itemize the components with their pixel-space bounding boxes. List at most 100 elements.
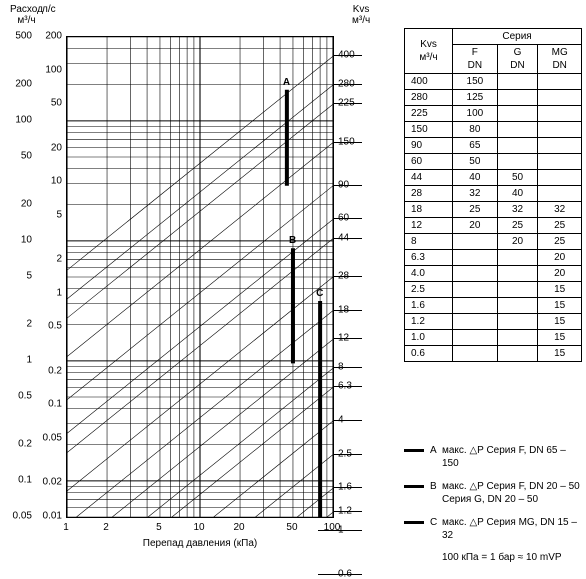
table-row: 6050 [405,154,582,170]
y1-tick: 0.5 [18,391,32,402]
legend-symbol [404,485,424,488]
col-kvs-unit: м³/ч [419,52,437,63]
table-cell [538,138,582,154]
series-table: Kvs м³/ч Серия F DN G DN MG [404,28,582,362]
kvs-tick: 0.6 [338,568,352,579]
table-cell [497,314,538,330]
x-tick: 2 [103,522,109,533]
series-table-wrap: Kvs м³/ч Серия F DN G DN MG [404,28,582,362]
y1-tick: 0.1 [18,474,32,485]
table-cell [538,74,582,90]
legend-item-A: Aмакс. △P Серия F, DN 65 – 150 [404,444,584,470]
table-cell: 12 [405,218,453,234]
table-cell: 32 [453,186,498,202]
axis-right-unit: м³/ч [352,15,370,26]
table-cell [497,266,538,282]
table-cell: 80 [453,122,498,138]
table-row: 1.0 15 [405,330,582,346]
table-cell: 8 [405,234,453,250]
y2-tick: 100 [45,64,62,75]
table-cell: 6.3 [405,250,453,266]
table-row: 444050 [405,170,582,186]
table-cell: 150 [453,74,498,90]
axis-left1-ticks: 5002001005020105210.50.20.10.05 [4,36,32,518]
table-cell [538,122,582,138]
x-tick: 10 [193,522,204,533]
table-cell: 25 [538,234,582,250]
axis-right-label: Kvs м³/ч [352,4,370,26]
marker-label-A: A [283,77,290,88]
table-cell [453,298,498,314]
y2-tick: 1 [56,287,62,298]
kvs-tick: 12 [338,333,349,344]
y1-tick: 5 [26,271,32,282]
y2-tick: 0.2 [48,365,62,376]
table-cell: 20 [538,266,582,282]
table-row: 0.615 [405,346,582,362]
axis-right-title: Kvs [353,4,370,15]
table-cell [538,170,582,186]
table-cell: 25 [538,218,582,234]
kvs-tick: 1.2 [338,506,352,517]
kvs-tick: 2.5 [338,448,352,459]
table-cell: 2.5 [405,282,453,298]
table-cell [497,154,538,170]
x-tick: 50 [286,522,297,533]
axis-x-ticks: 125102050100 [66,522,334,536]
table-cell: 225 [405,106,453,122]
kvs-tick: 8 [338,362,344,373]
table-cell: 1.2 [405,314,453,330]
x-tick: 100 [324,522,341,533]
y2-tick: 0.02 [43,477,62,488]
y2-tick: 0.5 [48,321,62,332]
table-cell: 65 [453,138,498,154]
legend-symbol [404,449,424,452]
table-cell [453,282,498,298]
table-cell: 44 [405,170,453,186]
table-cell: 15 [538,330,582,346]
table-cell: 1.0 [405,330,453,346]
table-row: 1.2 15 [405,314,582,330]
table-cell: 18 [405,202,453,218]
legend-note: 100 кПа = 1 бар ≈ 10 mVP [442,552,584,563]
table-row: 225100 [405,106,582,122]
y1-tick: 0.2 [18,438,32,449]
axis-x-title: Перепад давления (кПа) [66,538,334,549]
axis-left2-ticks: 2001005020105210.50.20.10.050.020.01 [34,36,62,518]
table-cell: 15 [538,298,582,314]
table-cell: 125 [453,90,498,106]
kvs-tick: 6.3 [338,381,352,392]
y2-tick: 20 [51,142,62,153]
col-f: F [472,47,478,58]
table-cell [497,74,538,90]
kvs-tick: 4 [338,415,344,426]
table-cell [538,90,582,106]
y1-tick: 1 [26,354,32,365]
y2-tick: 200 [45,31,62,42]
table-cell: 15 [538,314,582,330]
axis-left1-unit: м³/ч [17,15,35,26]
legend-text: макс. △P Серия F, DN 65 – 150 [442,444,584,470]
col-f-dn: DN [468,60,482,71]
axis-left2-label: л/с [42,4,56,15]
kvs-tick: 225 [338,98,355,109]
table-cell [497,138,538,154]
plot-area [66,36,334,518]
legend-text: макс. △P Серия MG, DN 15 – 32 [442,516,584,542]
table-row: 9065 [405,138,582,154]
y2-tick: 2 [56,254,62,265]
table-cell [497,298,538,314]
table-row: 4.020 [405,266,582,282]
col-kvs: Kvs [420,39,437,50]
table-cell: 15 [538,282,582,298]
axis-left1-title: Расход [10,4,43,15]
table-cell: 25 [453,202,498,218]
table-cell [497,346,538,362]
axis-right-ticks: 40028022515090604428181286.342.51.61.210… [336,36,376,518]
x-tick: 20 [233,522,244,533]
table-cell: 15 [538,346,582,362]
table-cell [497,282,538,298]
table-cell [453,266,498,282]
table-row: 18253232 [405,202,582,218]
legend-letter: C [430,516,442,529]
